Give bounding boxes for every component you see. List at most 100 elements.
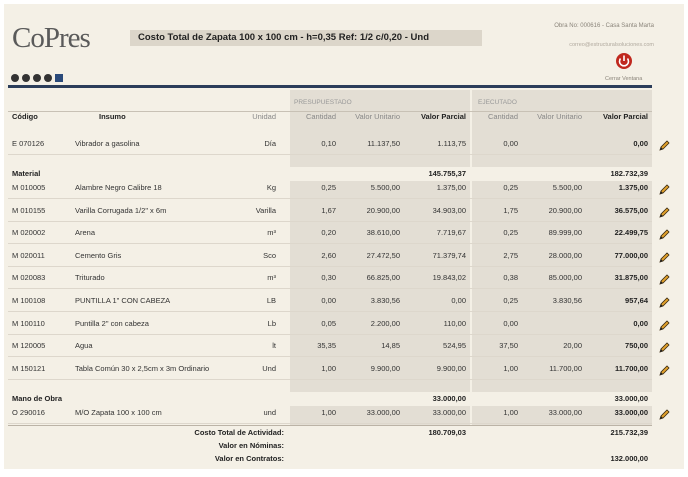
column-header: Código: [12, 112, 38, 121]
prev-button[interactable]: [22, 74, 30, 82]
executed-column: [472, 90, 652, 425]
cell: M/O Zapata 100 x 100 cm: [75, 407, 162, 417]
cell: 1,75: [503, 205, 518, 215]
edit-button[interactable]: [658, 409, 670, 421]
last-button[interactable]: [44, 74, 52, 82]
total-label: Valor en Contratos:: [214, 454, 284, 463]
row-separator: [8, 378, 652, 380]
edit-button[interactable]: [658, 229, 670, 241]
section-title: Mano de Obra: [12, 393, 63, 403]
next-button[interactable]: [33, 74, 41, 82]
row-separator: [8, 154, 652, 155]
cell: 2,60: [321, 250, 336, 260]
project-name: Obra No: 000616 - Casa Santa Marta: [554, 23, 654, 29]
group-header: EJECUTADO: [478, 99, 517, 106]
cell: 0,25: [503, 228, 518, 238]
cell: 14,85: [381, 341, 400, 351]
cell: 9.900,00: [436, 363, 466, 373]
cell: Vibrador a gasolina: [75, 139, 140, 148]
header-rule: [8, 85, 652, 88]
row-separator: [8, 422, 652, 424]
cell: E 070126: [12, 139, 45, 148]
cell: LB: [266, 296, 276, 305]
edit-button[interactable]: [658, 297, 670, 309]
cell: 34.903,00: [432, 205, 466, 215]
edit-button[interactable]: [658, 274, 670, 286]
cell: Cemento Gris: [75, 250, 122, 260]
edit-button[interactable]: [658, 365, 670, 377]
cell: M 100108: [12, 296, 46, 305]
section-total: 182.732,39: [610, 169, 648, 178]
cell: Tabla Común 30 x 2,5cm x 3m Ordinario: [75, 363, 210, 373]
cell: 20.900,00: [548, 205, 582, 215]
edit-button[interactable]: [658, 252, 670, 264]
cell: 0,25: [503, 183, 518, 192]
cell: 0,00: [321, 296, 336, 305]
cell: M 020011: [12, 250, 45, 260]
group-header: PRESUPUESTADO: [294, 99, 352, 106]
column-header: Valor Parcial: [420, 112, 466, 121]
cell: Und: [262, 363, 276, 373]
cell: Kg: [266, 183, 276, 192]
column-header: Unidad: [252, 112, 276, 121]
cell: M 020002: [12, 228, 46, 238]
cell: m³: [267, 273, 276, 283]
cell: 0,00: [451, 296, 466, 305]
section-band: [8, 167, 652, 181]
row-separator: [8, 333, 652, 335]
first-button[interactable]: [11, 74, 19, 82]
cell: Puntilla 2" con cabeza: [75, 318, 149, 328]
page-title: Costo Total de Zapata 100 x 100 cm - h=0…: [138, 32, 429, 43]
row-separator: [8, 288, 652, 290]
cell: 20.900,00: [366, 205, 400, 215]
cell: Arena: [75, 228, 96, 238]
logo: CoPres: [12, 22, 91, 54]
cell: 2.200,00: [370, 318, 400, 328]
edit-button[interactable]: [658, 342, 670, 354]
column-header: Insumo: [99, 112, 126, 121]
column-header: Cantidad: [487, 112, 518, 121]
cell: 957,64: [625, 296, 648, 305]
section-title: Material: [12, 169, 41, 178]
cell: 77.000,00: [614, 250, 648, 260]
cell: 71.379,74: [432, 250, 466, 260]
row-separator: [8, 198, 652, 199]
cell: Triturado: [75, 273, 105, 283]
cell: 2,75: [503, 250, 518, 260]
close-label[interactable]: Cerrar Ventana: [605, 76, 643, 82]
cell: M 010005: [12, 183, 46, 192]
cell: 0,38: [503, 273, 518, 283]
column-header: Valor Unitario: [355, 112, 400, 121]
section-total: 145.755,37: [428, 169, 466, 178]
cell: 33.000,00: [614, 407, 648, 417]
cell: Alambre Negro Calibre 18: [75, 183, 162, 192]
cell: 110,00: [443, 318, 466, 328]
total-label: Costo Total de Actividad:: [194, 428, 284, 437]
cell: 33.000,00: [548, 407, 582, 417]
cell: m³: [267, 228, 276, 238]
save-button[interactable]: [55, 74, 63, 82]
cell: 36.575,00: [614, 205, 648, 215]
edit-button[interactable]: [658, 140, 670, 152]
cell: Varilla Corrugada 1/2" x 6m: [75, 205, 167, 215]
user-email: correo@estructuralsoluciones.com: [569, 42, 654, 48]
edit-button[interactable]: [658, 207, 670, 219]
cell: 1,00: [321, 407, 336, 417]
toolbar: [11, 74, 63, 82]
column-header: Valor Parcial: [602, 112, 648, 121]
cell: 0,10: [321, 139, 336, 148]
edit-button[interactable]: [658, 184, 670, 196]
budget-column: [290, 90, 470, 425]
cell: 22.499,75: [614, 228, 648, 238]
cell: 9.900,00: [370, 363, 400, 373]
cell: Día: [264, 139, 276, 148]
total-value: 132.000,00: [610, 454, 648, 463]
edit-button[interactable]: [658, 320, 670, 332]
close-button[interactable]: [615, 52, 633, 70]
column-header: Cantidad: [305, 112, 336, 121]
cell: Lb: [267, 318, 276, 328]
cell: 1,67: [321, 205, 336, 215]
row-separator: [8, 220, 652, 222]
total-value: 215.732,39: [610, 428, 648, 437]
cell: O 290016: [12, 407, 45, 417]
